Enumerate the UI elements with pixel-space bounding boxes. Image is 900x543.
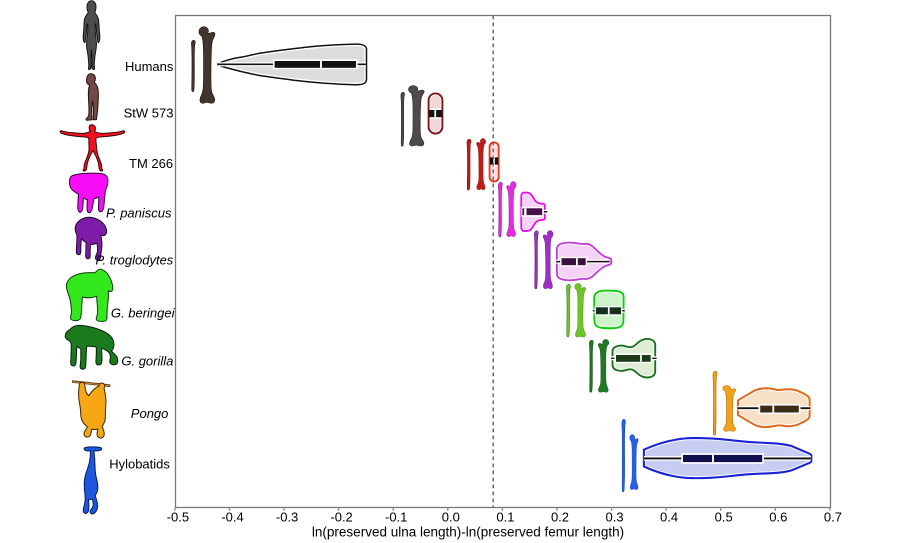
svg-text:G. gorilla: G. gorilla [121, 353, 173, 368]
svg-text:-0.4: -0.4 [221, 510, 243, 525]
svg-text:0.3: 0.3 [606, 510, 624, 525]
svg-text:0.0: 0.0 [442, 510, 460, 525]
svg-text:Hylobatids: Hylobatids [109, 456, 170, 471]
svg-text:G. beringei: G. beringei [111, 305, 176, 320]
svg-text:P. troglodytes: P. troglodytes [95, 252, 173, 267]
svg-text:P. paniscus: P. paniscus [106, 205, 172, 220]
svg-text:-0.3: -0.3 [276, 510, 298, 525]
svg-text:0.4: 0.4 [660, 510, 678, 525]
svg-text:-0.1: -0.1 [385, 510, 407, 525]
svg-text:0.1: 0.1 [496, 510, 514, 525]
svg-text:0.5: 0.5 [715, 510, 733, 525]
svg-text:0.2: 0.2 [551, 510, 569, 525]
svg-text:-0.2: -0.2 [330, 510, 352, 525]
svg-text:StW 573: StW 573 [124, 105, 174, 120]
svg-text:TM 266: TM 266 [129, 156, 173, 171]
svg-text:Pongo: Pongo [131, 406, 169, 421]
svg-text:0.6: 0.6 [769, 510, 787, 525]
svg-text:-0.5: -0.5 [167, 510, 189, 525]
svg-text:ln(preserved ulna length)-ln(p: ln(preserved ulna length)-ln(preserved f… [312, 525, 624, 540]
svg-text:Humans: Humans [125, 59, 174, 74]
svg-text:0.7: 0.7 [824, 510, 842, 525]
